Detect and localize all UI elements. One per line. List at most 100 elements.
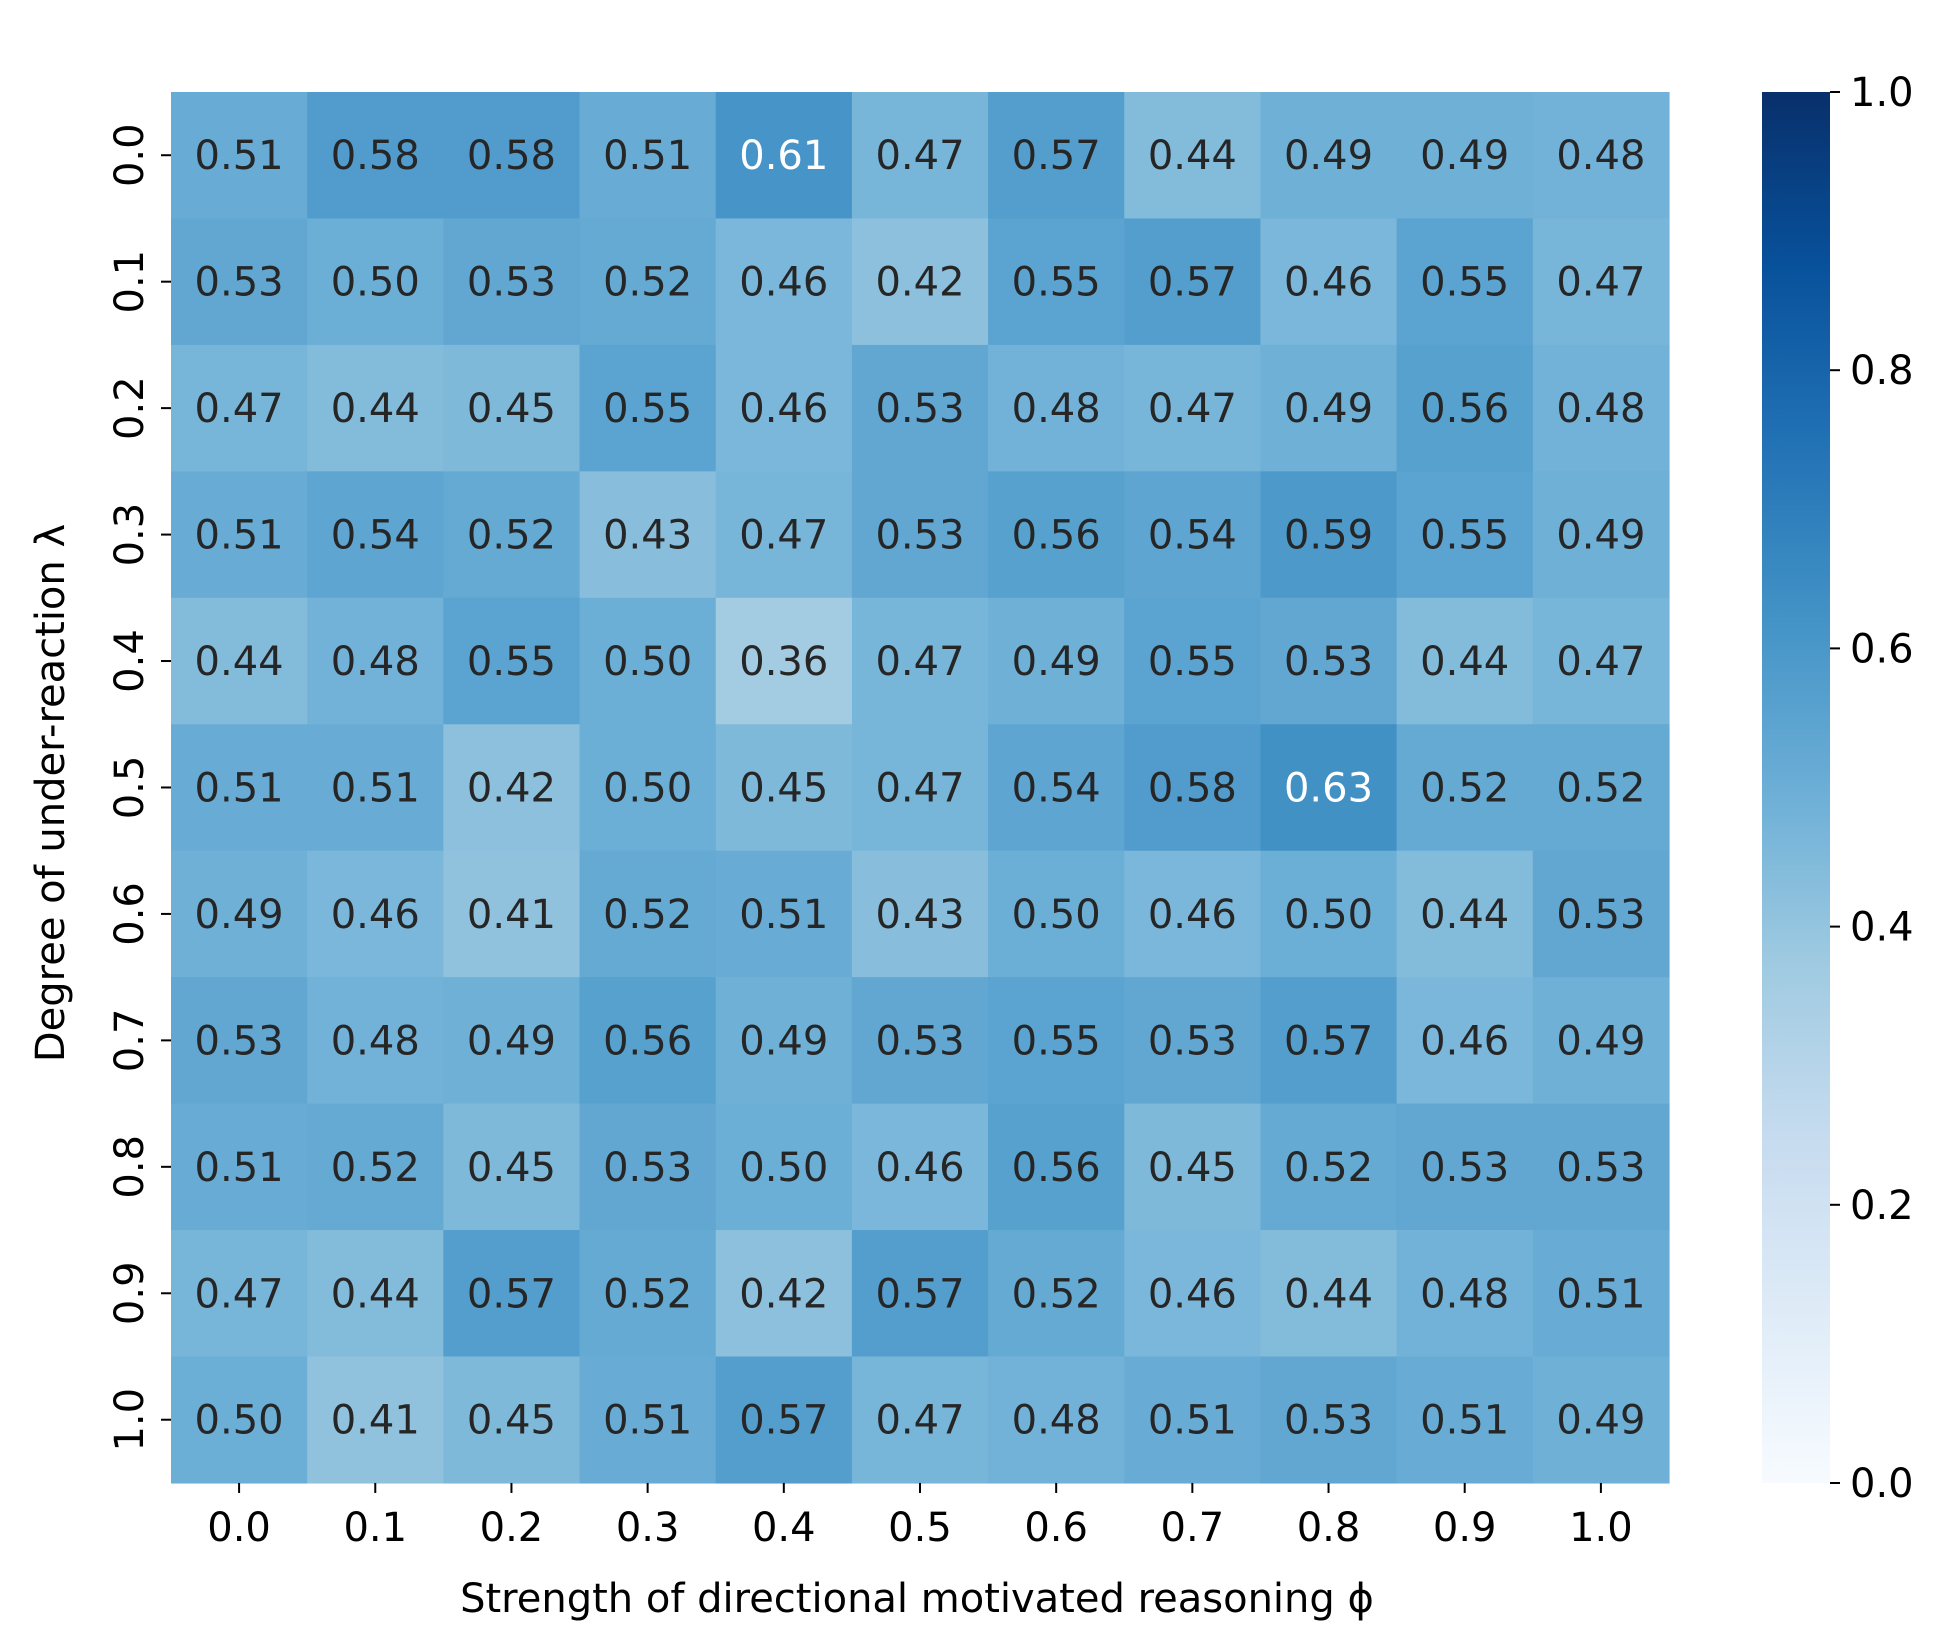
y-tick-label: 1.0 xyxy=(107,1388,153,1452)
cell-value-label: 0.50 xyxy=(739,1145,828,1191)
cell-value-label: 0.59 xyxy=(1284,513,1373,559)
y-axis: 0.0 0.1 0.2 0.3 0.4 0.5 0.6 0.7 0.8 0.9 1.0 xyxy=(107,123,171,1452)
heatmap-cell xyxy=(579,850,717,978)
cell-value-label: 0.48 xyxy=(1012,386,1101,432)
cell-value-label: 0.53 xyxy=(195,1018,284,1064)
heatmap-cell xyxy=(851,850,989,978)
cell-value-label: 0.48 xyxy=(1556,386,1645,432)
cell-value-label: 0.57 xyxy=(875,1271,964,1317)
cell-value-label: 0.51 xyxy=(195,133,284,179)
heatmap-cell xyxy=(307,977,444,1105)
cell-value-label: 0.46 xyxy=(1148,1271,1237,1317)
heatmap-cell xyxy=(443,850,581,978)
heatmap-cell xyxy=(171,597,308,725)
cell-value-label: 0.47 xyxy=(1148,386,1237,432)
cell-value-label: 0.49 xyxy=(1556,1398,1645,1444)
cell-value-label: 0.53 xyxy=(195,260,284,306)
cell-value-label: 0.49 xyxy=(739,1018,828,1064)
heatmap-cell xyxy=(1532,724,1670,852)
cell-value-label: 0.55 xyxy=(603,386,692,432)
heatmap-cell xyxy=(1396,597,1534,725)
heatmap-cell xyxy=(715,92,853,220)
cell-value-label: 0.48 xyxy=(1420,1271,1509,1317)
cell-value-label: 0.51 xyxy=(603,133,692,179)
heatmap-cell xyxy=(1396,977,1534,1105)
cell-value-label: 0.53 xyxy=(1148,1018,1237,1064)
heatmap-cell xyxy=(715,1230,853,1358)
heatmap-cell xyxy=(171,977,308,1105)
heatmap-cell xyxy=(1532,1230,1670,1358)
cell-value-label: 0.53 xyxy=(467,260,556,306)
heatmap-cell xyxy=(171,724,308,852)
cell-value-label: 0.47 xyxy=(875,639,964,685)
heatmap-cell xyxy=(443,724,581,852)
heatmap-cell xyxy=(579,471,717,599)
heatmap-cell xyxy=(1124,1356,1262,1484)
heatmap-cell xyxy=(1124,471,1262,599)
heatmap-cell xyxy=(171,1356,308,1484)
heatmap-cell xyxy=(307,724,444,852)
y-tick-label: 0.9 xyxy=(107,1261,153,1325)
cell-value-label: 0.51 xyxy=(739,892,828,938)
cell-value-label: 0.51 xyxy=(195,1145,284,1191)
heatmap-cell xyxy=(1396,1103,1534,1231)
heatmap-cell xyxy=(715,597,853,725)
y-tick-label: 0.1 xyxy=(107,250,153,314)
heatmap-cell xyxy=(307,92,444,220)
cell-value-label: 0.50 xyxy=(195,1398,284,1444)
cell-value-label: 0.58 xyxy=(467,133,556,179)
heatmap-cell xyxy=(988,218,1125,346)
cell-value-label: 0.53 xyxy=(1420,1145,1509,1191)
heatmap-cell xyxy=(851,1356,989,1484)
cell-value-label: 0.49 xyxy=(467,1018,556,1064)
x-tick-label: 0.9 xyxy=(1433,1505,1497,1551)
heatmap-cell-labels: 0.51 0.58 0.58 0.51 0.61 0.47 0.57 0.44 0.49 0.49… xyxy=(195,133,1646,1444)
cell-value-label: 0.53 xyxy=(603,1145,692,1191)
cell-value-label: 0.51 xyxy=(603,1398,692,1444)
cell-value-label: 0.52 xyxy=(1420,765,1509,811)
heatmap-cell xyxy=(715,218,853,346)
cell-value-label: 0.44 xyxy=(1420,892,1509,938)
heatmap-cell xyxy=(715,344,853,472)
cell-value-label: 0.44 xyxy=(331,1271,420,1317)
cell-value-label: 0.56 xyxy=(1012,513,1101,559)
heatmap-cell xyxy=(1124,850,1262,978)
heatmap-cell xyxy=(851,1103,989,1231)
cell-value-label: 0.50 xyxy=(1012,892,1101,938)
cell-value-label: 0.57 xyxy=(739,1398,828,1444)
heatmap-cell xyxy=(443,218,581,346)
heatmap-cell xyxy=(1124,218,1262,346)
cell-value-label: 0.48 xyxy=(331,639,420,685)
heatmap-cell xyxy=(1260,597,1398,725)
cell-value-label: 0.47 xyxy=(195,386,284,432)
cell-value-label: 0.49 xyxy=(1284,386,1373,432)
heatmap-cell xyxy=(579,1103,717,1231)
heatmap-cell xyxy=(307,218,444,346)
colorbar: 0.0 0.2 0.4 0.6 0.8 1.0 xyxy=(1762,70,1914,1507)
cell-value-label: 0.54 xyxy=(1148,513,1237,559)
heatmap-cell xyxy=(715,850,853,978)
heatmap-cell xyxy=(579,977,717,1105)
heatmap-cell xyxy=(1396,218,1534,346)
heatmap-cell xyxy=(171,1103,308,1231)
x-tick-label: 0.5 xyxy=(888,1505,952,1551)
heatmap-cell xyxy=(988,344,1125,472)
cell-value-label: 0.47 xyxy=(1556,639,1645,685)
cell-value-label: 0.36 xyxy=(739,639,828,685)
heatmap-cell xyxy=(443,597,581,725)
colorbar-gradient xyxy=(1762,92,1830,1483)
cell-value-label: 0.46 xyxy=(739,386,828,432)
y-tick-label: 0.7 xyxy=(107,1009,153,1073)
x-tick-label: 0.2 xyxy=(480,1505,544,1551)
heatmap-cell xyxy=(988,977,1125,1105)
cell-value-label: 0.63 xyxy=(1284,765,1373,811)
cell-value-label: 0.52 xyxy=(1556,765,1645,811)
heatmap-cell xyxy=(988,1356,1125,1484)
y-tick-label: 0.3 xyxy=(107,503,153,567)
heatmap-cell xyxy=(1124,1230,1262,1358)
heatmap-cell xyxy=(1260,850,1398,978)
cell-value-label: 0.51 xyxy=(331,765,420,811)
heatmap-cell xyxy=(307,1103,444,1231)
cell-value-label: 0.55 xyxy=(1148,639,1237,685)
